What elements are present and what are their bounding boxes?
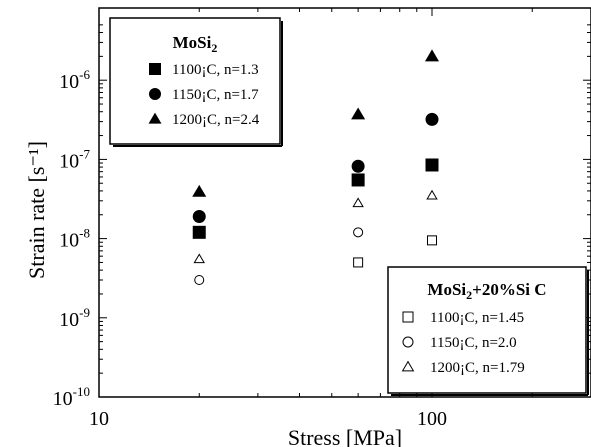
plot-frame — [98, 7, 591, 398]
y-tick-label: 10-8 — [59, 226, 90, 252]
data-point — [192, 225, 206, 239]
legend-entry-label: 1100¡C, n=1.45 — [430, 310, 524, 326]
legend-box — [109, 17, 281, 145]
y-tick-label: 10-10 — [53, 384, 90, 410]
data-point — [193, 253, 205, 264]
series-1 — [192, 112, 439, 224]
series-4 — [194, 227, 364, 286]
legend-title: MoSi2 — [173, 33, 218, 55]
data-point — [194, 275, 205, 286]
data-point — [353, 227, 364, 238]
legend-mosi2: MoSi2 1100¡C, n=1.3 1150¡C, n=1.7 1200¡C, n… — [109, 17, 283, 147]
data-point — [352, 197, 364, 208]
data-point — [425, 158, 439, 172]
data-point — [353, 257, 364, 268]
y-tick-label: 10-7 — [59, 146, 90, 172]
data-point — [426, 189, 438, 200]
data-point — [427, 235, 437, 246]
y-tick-exponent: -9 — [79, 305, 90, 320]
legend-marker-triangle — [401, 360, 415, 372]
series-5 — [193, 189, 438, 264]
legend-title: MoSi2+20%Si C — [427, 280, 546, 302]
data-point — [351, 107, 366, 120]
series-2 — [192, 49, 440, 197]
data-point — [351, 159, 365, 173]
y-tick-exponent: -6 — [79, 67, 90, 82]
y-tick-exponent: -10 — [73, 384, 90, 399]
legend-entry-label: 1200¡C, n=1.79 — [430, 360, 525, 376]
y-tick-base: 10 — [59, 71, 79, 93]
legend-marker-circle — [149, 88, 161, 100]
series-0 — [192, 158, 439, 239]
legend-marker-square — [402, 311, 414, 323]
y-tick-label: 10-6 — [59, 67, 90, 93]
x-tick-label: 100 — [417, 408, 447, 430]
data-point — [192, 184, 207, 197]
y-tick-base: 10 — [59, 230, 79, 252]
y-tick-exponent: -7 — [79, 146, 90, 161]
legend-entry-label: 1100¡C, n=1.3 — [172, 62, 259, 78]
y-tick-base: 10 — [59, 309, 79, 331]
y-tick-label: 10-9 — [59, 305, 90, 331]
data-point — [425, 112, 439, 126]
legend-entry-label: 1150¡C, n=2.0 — [430, 335, 517, 351]
legend-entry-label: 1200¡C, n=2.4 — [172, 112, 260, 128]
legend-mosi2-sic: MoSi2+20%Si C 1100¡C, n=1.45 1150¡C, n=2.0… — [387, 266, 589, 396]
x-tick-label: 10 — [89, 408, 109, 430]
y-tick-base: 10 — [53, 388, 73, 410]
legend-marker-circle — [402, 336, 414, 348]
legend-marker-triangle — [148, 112, 162, 124]
data-point — [192, 210, 206, 224]
legend-entry-label: 1150¡C, n=1.7 — [172, 87, 259, 103]
data-point — [351, 173, 365, 187]
data-point — [424, 49, 440, 62]
legend-box — [387, 266, 587, 394]
y-tick-base: 10 — [59, 150, 79, 172]
series-3 — [353, 235, 437, 268]
y-axis-label: Strain rate [s⁻¹] — [24, 141, 49, 279]
legend-marker-square — [149, 63, 161, 75]
y-tick-exponent: -8 — [79, 226, 90, 241]
x-axis-label: Stress [MPa] — [288, 425, 402, 447]
